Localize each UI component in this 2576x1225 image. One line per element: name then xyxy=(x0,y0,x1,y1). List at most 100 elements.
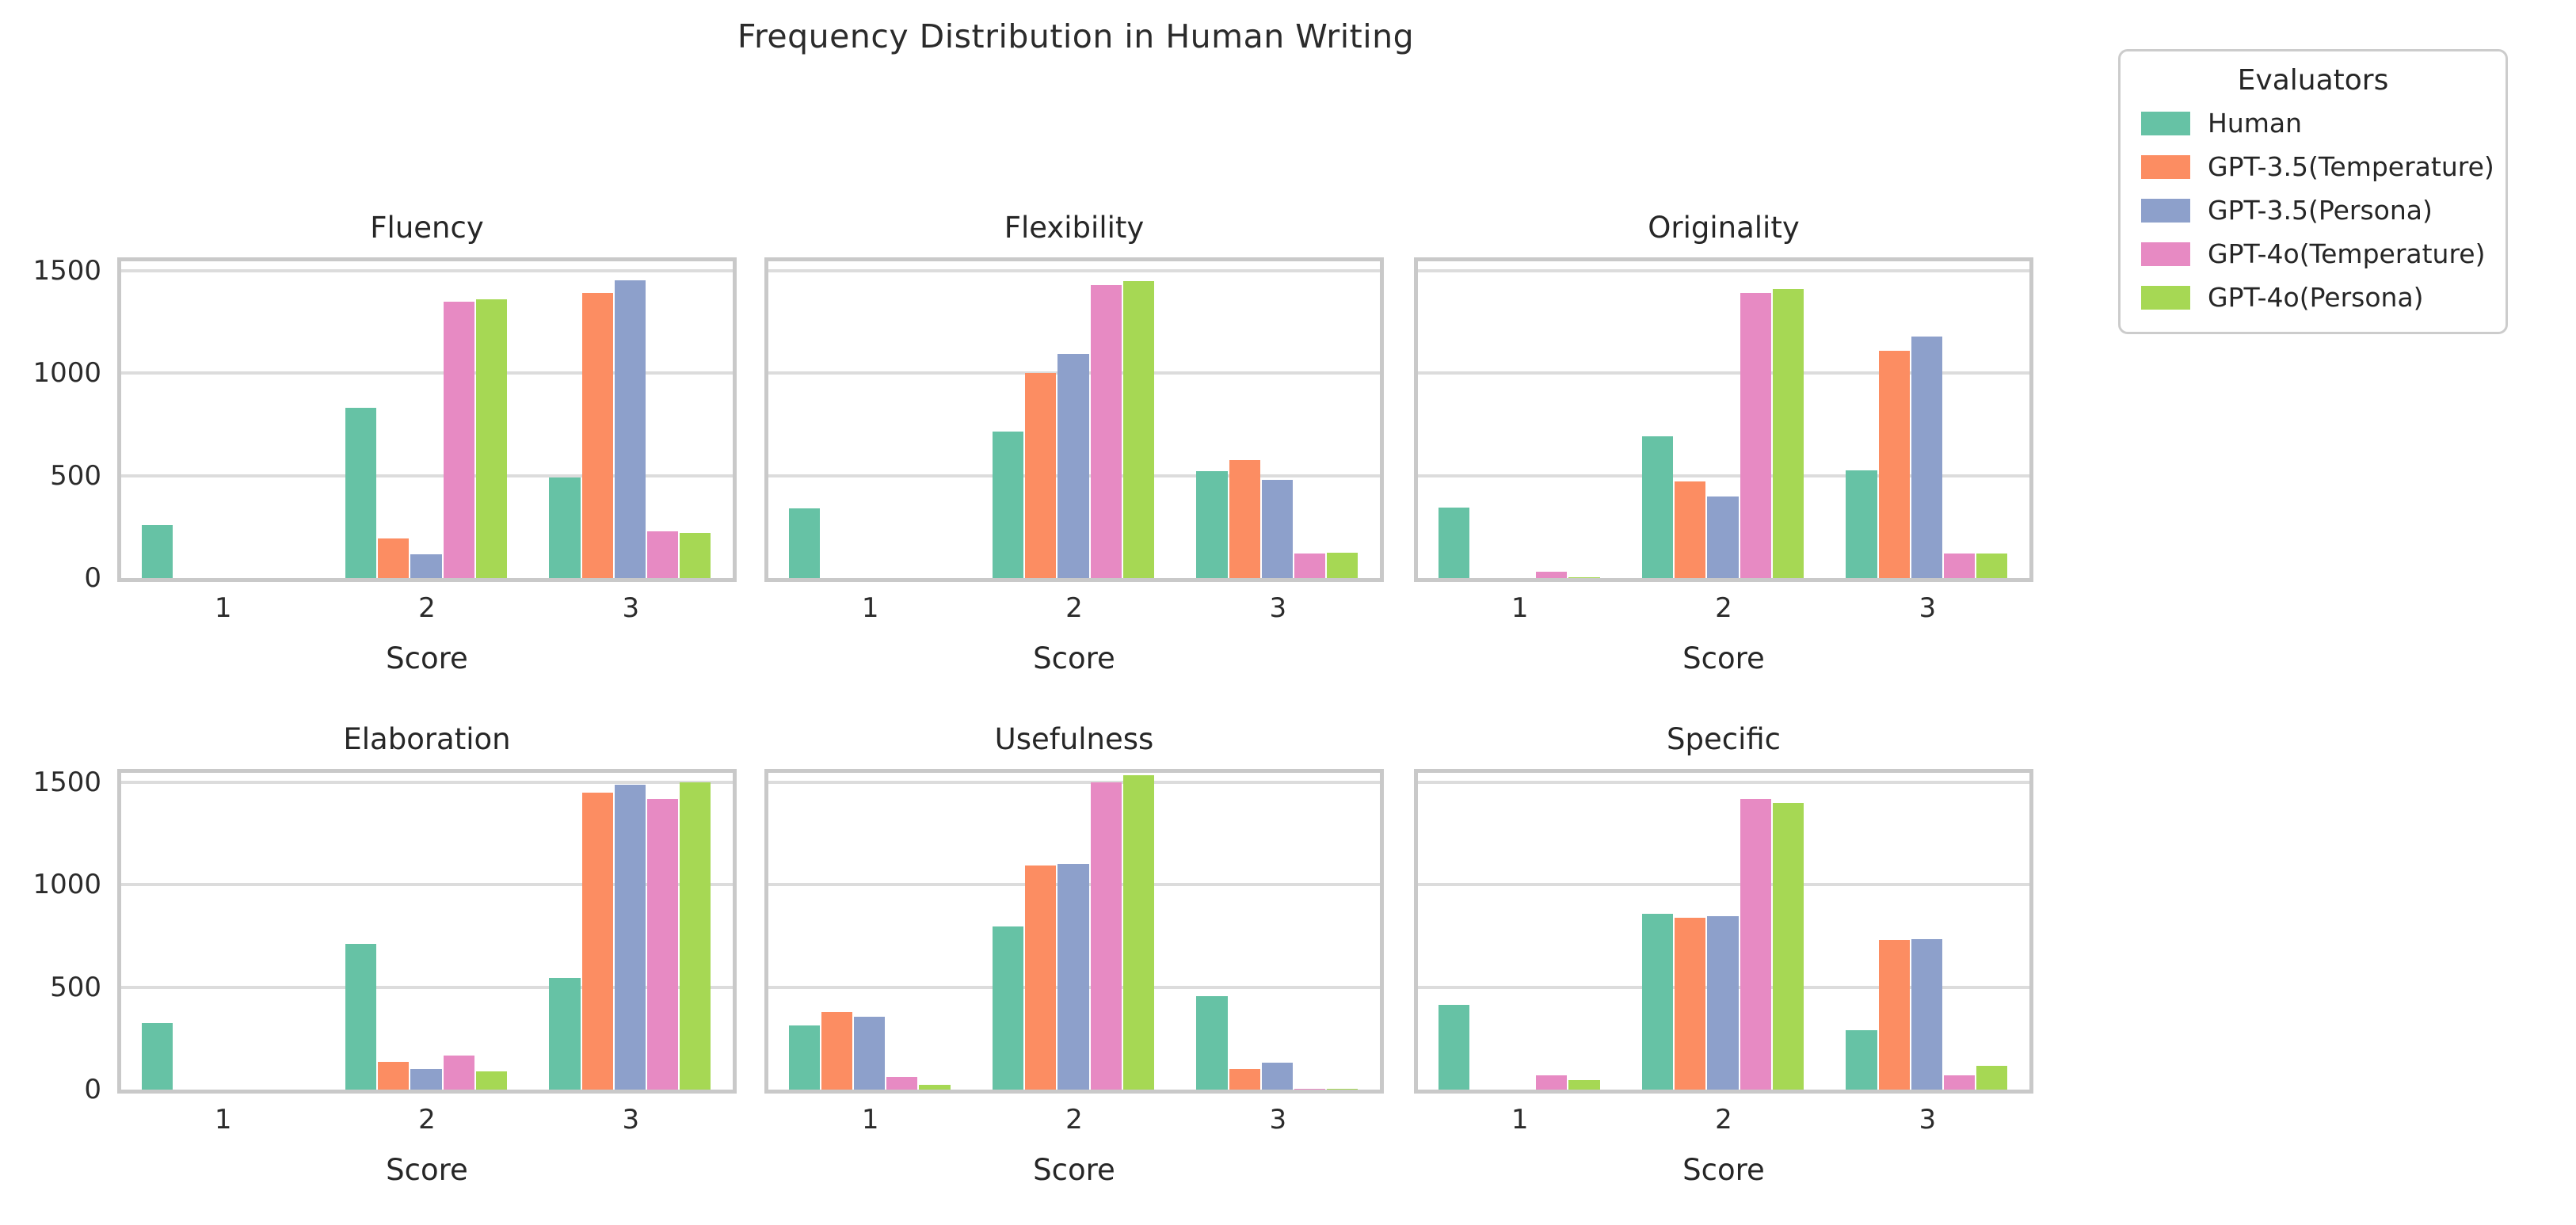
bar-gpt-3-5-persona-score-2 xyxy=(1707,496,1739,578)
x-tick-label-fluency-3: 3 xyxy=(622,592,640,624)
bar-gpt-4o-persona-score-1 xyxy=(1568,1080,1600,1090)
gridline-500 xyxy=(121,474,733,477)
plot-area-originality xyxy=(1414,257,2033,582)
bar-gpt-3-5-temperature-score-1 xyxy=(821,1011,853,1090)
bar-gpt-4o-temperature-score-3 xyxy=(1943,1075,1976,1090)
bar-gpt-4o-persona-score-3 xyxy=(1976,1066,2008,1090)
bar-gpt-4o-persona-score-2 xyxy=(1122,774,1154,1090)
bar-gpt-3-5-persona-score-3 xyxy=(1261,479,1293,578)
x-tick-label-elaboration-3: 3 xyxy=(622,1104,640,1136)
bar-gpt-3-5-temperature-score-3 xyxy=(1878,940,1910,1090)
legend-item-label: Human xyxy=(2208,108,2303,139)
bar-gpt-4o-persona-score-2 xyxy=(1772,289,1804,578)
bar-gpt-4o-temperature-score-2 xyxy=(1740,293,1771,578)
bar-human-score-2 xyxy=(345,408,377,578)
y-tick-label-1500: 1500 xyxy=(32,254,101,287)
bar-gpt-4o-persona-score-3 xyxy=(1976,553,2008,578)
bar-gpt-3-5-temperature-score-2 xyxy=(1675,917,1706,1090)
legend-item-label: GPT-4o(Temperature) xyxy=(2208,238,2486,269)
bar-gpt-3-5-temperature-score-3 xyxy=(1229,1069,1260,1090)
bar-gpt-3-5-temperature-score-2 xyxy=(1025,865,1057,1090)
gridline-1000 xyxy=(121,371,733,375)
figure-title: Frequency Distribution in Human Writing xyxy=(737,17,1415,55)
legend-item-human: Human xyxy=(2141,107,2485,140)
bar-gpt-4o-temperature-score-3 xyxy=(646,531,679,578)
bar-gpt-4o-temperature-score-3 xyxy=(1943,553,1976,578)
bar-human-score-1 xyxy=(788,508,820,578)
x-tick-label-flexibility-2: 2 xyxy=(1065,592,1083,624)
bar-gpt-3-5-persona-score-3 xyxy=(1911,336,1942,578)
x-tick-label-specific-1: 1 xyxy=(1511,1104,1529,1136)
legend-item-gpt-4o-temperature: GPT-4o(Temperature) xyxy=(2141,238,2485,271)
gridline-1500 xyxy=(768,780,1380,784)
bar-human-score-1 xyxy=(1438,1004,1469,1090)
bar-human-score-3 xyxy=(1846,1029,1877,1090)
bar-gpt-4o-persona-score-3 xyxy=(1327,552,1358,578)
gpt-3-5-temperature-swatch-icon xyxy=(2141,155,2190,179)
x-tick-label-elaboration-1: 1 xyxy=(214,1104,232,1136)
bar-human-score-3 xyxy=(1846,470,1877,578)
gridline-1500 xyxy=(768,268,1380,272)
legend-item-gpt-3-5-persona: GPT-3.5(Persona) xyxy=(2141,194,2485,227)
x-tick-label-usefulness-2: 2 xyxy=(1065,1104,1083,1136)
human-swatch-icon xyxy=(2141,112,2190,135)
x-tick-label-originality-1: 1 xyxy=(1511,592,1529,624)
gridline-500 xyxy=(1418,474,2029,477)
bar-gpt-3-5-temperature-score-3 xyxy=(1878,350,1910,578)
bar-gpt-4o-persona-score-3 xyxy=(1327,1088,1358,1090)
bar-human-score-2 xyxy=(993,926,1024,1090)
bar-gpt-3-5-persona-score-3 xyxy=(1261,1063,1293,1090)
bar-human-score-1 xyxy=(788,1025,820,1090)
x-axis-label-elaboration: Score xyxy=(386,1153,468,1187)
subplot-title-flexibility: Flexibility xyxy=(1004,211,1145,245)
bar-human-score-2 xyxy=(345,944,377,1090)
bar-gpt-4o-temperature-score-2 xyxy=(443,301,474,578)
x-axis-label-specific: Score xyxy=(1682,1153,1765,1187)
bar-human-score-1 xyxy=(1438,507,1469,578)
bar-gpt-3-5-persona-score-2 xyxy=(410,1069,442,1090)
bar-gpt-3-5-temperature-score-3 xyxy=(581,293,613,578)
bar-gpt-4o-temperature-score-1 xyxy=(1536,1075,1568,1090)
bar-gpt-3-5-persona-score-3 xyxy=(614,280,646,578)
gridline-1000 xyxy=(1418,371,2029,375)
x-tick-label-usefulness-3: 3 xyxy=(1269,1104,1287,1136)
bar-gpt-3-5-persona-score-2 xyxy=(410,554,442,578)
x-tick-label-elaboration-2: 2 xyxy=(418,1104,436,1136)
x-tick-label-specific-2: 2 xyxy=(1715,1104,1732,1136)
x-tick-label-specific-3: 3 xyxy=(1919,1104,1937,1136)
legend-item-label: GPT-4o(Persona) xyxy=(2208,282,2424,313)
bar-gpt-3-5-persona-score-3 xyxy=(614,784,646,1090)
plot-area-fluency xyxy=(117,257,737,582)
gridline-1500 xyxy=(1418,780,2029,784)
bar-gpt-4o-persona-score-2 xyxy=(1122,280,1154,578)
bar-gpt-4o-persona-score-2 xyxy=(475,1071,507,1090)
x-tick-label-fluency-1: 1 xyxy=(214,592,232,624)
plot-area-usefulness xyxy=(764,769,1384,1094)
x-axis-label-originality: Score xyxy=(1682,641,1765,675)
bar-gpt-3-5-temperature-score-3 xyxy=(581,792,613,1090)
bar-human-score-2 xyxy=(993,432,1024,578)
bar-human-score-2 xyxy=(1642,913,1674,1090)
x-axis-label-fluency: Score xyxy=(386,641,468,675)
y-tick-label-1000: 1000 xyxy=(32,869,101,901)
bar-gpt-3-5-temperature-score-2 xyxy=(378,538,410,578)
y-tick-label-0: 0 xyxy=(84,562,101,594)
legend-item-label: GPT-3.5(Persona) xyxy=(2208,195,2433,226)
bar-human-score-3 xyxy=(1196,996,1228,1090)
gpt-3-5-persona-swatch-icon xyxy=(2141,199,2190,223)
bar-gpt-4o-temperature-score-2 xyxy=(1090,782,1122,1090)
bar-gpt-3-5-temperature-score-2 xyxy=(378,1062,410,1090)
legend-items: Human GPT-3.5(Temperature) GPT-3.5(Persona… xyxy=(2141,107,2494,314)
legend-item-label: GPT-3.5(Temperature) xyxy=(2208,151,2494,182)
bar-gpt-3-5-temperature-score-3 xyxy=(1229,460,1260,578)
gpt-4o-temperature-swatch-icon xyxy=(2141,242,2190,266)
bar-gpt-4o-temperature-score-2 xyxy=(443,1056,474,1090)
bar-gpt-4o-persona-score-1 xyxy=(919,1084,951,1090)
y-tick-label-500: 500 xyxy=(50,459,101,492)
subplot-title-fluency: Fluency xyxy=(370,211,484,245)
bar-human-score-1 xyxy=(141,1022,173,1090)
x-axis-label-flexibility: Score xyxy=(1033,641,1115,675)
bar-human-score-3 xyxy=(1196,471,1228,578)
x-axis-label-usefulness: Score xyxy=(1033,1153,1115,1187)
